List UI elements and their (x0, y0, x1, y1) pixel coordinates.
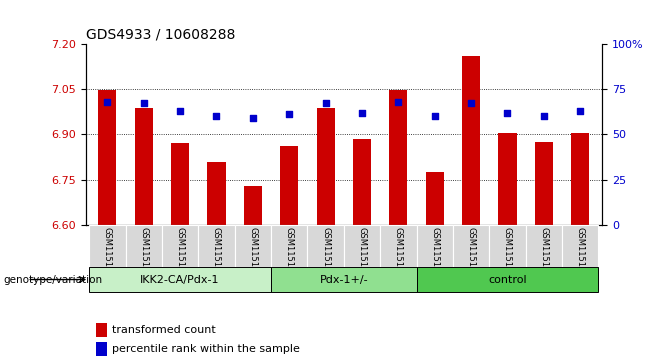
Bar (453, 225, 490, 267)
Bar (162, 225, 198, 267)
Bar (426, 172, 444, 225)
Text: GDS4933 / 10608288: GDS4933 / 10608288 (86, 27, 235, 41)
Bar (171, 143, 190, 225)
Point (575, 108, 586, 114)
Text: percentile rank within the sample: percentile rank within the sample (113, 344, 300, 354)
Bar (135, 108, 153, 225)
Bar (490, 225, 526, 267)
Text: GSM1151236: GSM1151236 (503, 227, 512, 283)
Point (502, 110, 513, 115)
Bar (353, 139, 371, 225)
Bar (562, 225, 598, 267)
Bar (390, 90, 407, 225)
Text: GSM1151232: GSM1151232 (430, 227, 440, 283)
Text: GSM1151235: GSM1151235 (467, 227, 476, 283)
Bar (271, 267, 417, 292)
Text: GSM1151245: GSM1151245 (248, 227, 257, 283)
Text: GSM1151237: GSM1151237 (321, 227, 330, 283)
Bar (462, 56, 480, 225)
Point (430, 113, 440, 119)
Text: GSM1151239: GSM1151239 (540, 227, 548, 283)
Bar (498, 133, 517, 225)
Bar (96, 342, 107, 356)
Bar (243, 186, 262, 225)
Bar (235, 225, 271, 267)
Bar (271, 225, 307, 267)
Point (138, 101, 149, 106)
Bar (417, 225, 453, 267)
Bar (96, 323, 107, 337)
Point (284, 111, 295, 117)
Bar (198, 225, 235, 267)
Point (211, 113, 222, 119)
Text: GSM1151240: GSM1151240 (176, 227, 185, 283)
Bar (526, 225, 562, 267)
Bar (89, 267, 271, 292)
Point (102, 99, 113, 105)
Text: IKK2-CA/Pdx-1: IKK2-CA/Pdx-1 (140, 274, 220, 285)
Text: GSM1151238: GSM1151238 (139, 227, 148, 283)
Bar (535, 142, 553, 225)
Point (466, 101, 476, 106)
Bar (344, 225, 380, 267)
Bar (98, 90, 116, 225)
Bar (89, 225, 126, 267)
Text: GSM1151242: GSM1151242 (394, 227, 403, 283)
Bar (207, 162, 226, 225)
Text: GSM1151233: GSM1151233 (103, 227, 112, 283)
Text: GSM1151243: GSM1151243 (576, 227, 585, 283)
Bar (571, 133, 590, 225)
Bar (316, 108, 335, 225)
Bar (280, 146, 298, 225)
Bar (126, 225, 162, 267)
Point (393, 99, 403, 105)
Text: control: control (488, 274, 527, 285)
Point (175, 108, 186, 114)
Point (320, 101, 331, 106)
Text: GSM1151241: GSM1151241 (357, 227, 367, 283)
Point (357, 110, 367, 115)
Bar (417, 267, 598, 292)
Text: Pdx-1+/-: Pdx-1+/- (320, 274, 368, 285)
Text: transformed count: transformed count (113, 325, 216, 335)
Text: GSM1151244: GSM1151244 (212, 227, 221, 283)
Text: GSM1151234: GSM1151234 (285, 227, 293, 283)
Point (247, 115, 258, 121)
Point (539, 113, 549, 119)
Text: genotype/variation: genotype/variation (3, 275, 103, 285)
Bar (307, 225, 344, 267)
Bar (380, 225, 417, 267)
